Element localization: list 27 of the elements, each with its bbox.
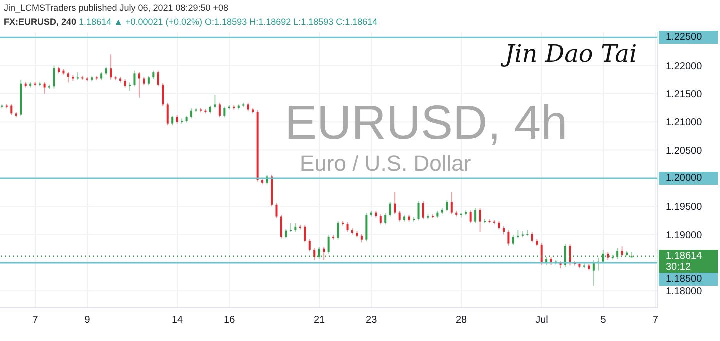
x-tick-label: 16: [224, 315, 236, 326]
ref-line-label: 1.18500: [666, 274, 704, 286]
x-tick-label: 23: [366, 315, 378, 326]
x-tick-label: 7: [32, 315, 39, 326]
x-tick-label: 5: [600, 315, 607, 326]
ref-line-label: 1.18614: [666, 251, 704, 263]
x-tick-label: 21: [314, 315, 326, 326]
chart-subtitle: 1.18614 ▲ +0.00021 (+0.02%) O:1.18593 H:1.18692 L:1.18593 C:1.18614: [79, 17, 378, 27]
y-tick-label: 1.18000: [666, 286, 703, 298]
y-tick-label: 1.19000: [666, 230, 703, 242]
y-tick-label: 1.21500: [666, 90, 703, 101]
y-tick-label: 1.20500: [666, 146, 703, 157]
x-tick-label: Jul: [536, 315, 548, 326]
x-tick-label: 28: [456, 315, 468, 326]
chart-title: FX:EURUSD, 240: [4, 17, 77, 27]
x-tick-label: 9: [84, 315, 91, 326]
y-tick-label: 1.22000: [666, 61, 703, 72]
y-tick-label: 1.19500: [666, 202, 703, 214]
annotation: Euro / U.S. Dollar: [300, 151, 472, 177]
annotation: EURUSD, 4h: [285, 96, 568, 152]
ref-line-label: 1.20000: [666, 172, 704, 185]
y-tick-label: 1.21000: [666, 118, 703, 129]
x-tick-label: 7: [652, 315, 659, 326]
x-tick-label: 14: [172, 315, 184, 326]
text: 30:12: [666, 262, 692, 274]
text: Jin_LCMSTraders published July 06, 2021 08:29:50 +08: [3, 2, 230, 15]
ref-line-label: 1.22500: [666, 32, 704, 44]
